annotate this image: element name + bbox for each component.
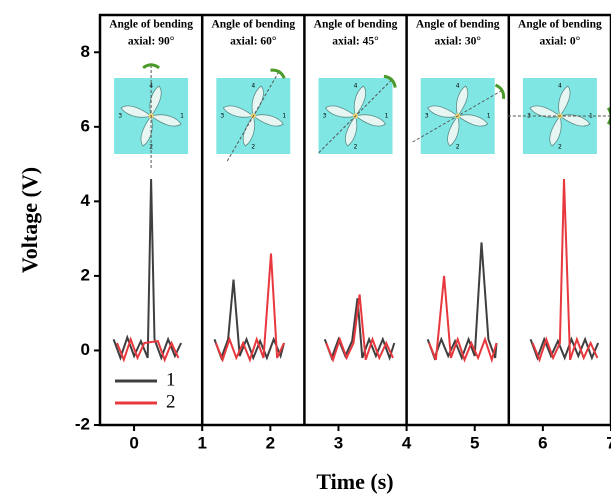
y-tick-label: -2 [75, 414, 90, 433]
bend-arrow [494, 83, 506, 100]
petal [353, 85, 367, 117]
petal-number: 4 [456, 83, 460, 90]
petal [549, 115, 562, 147]
bending-axis [412, 89, 503, 143]
x-tick-label: 4 [402, 433, 412, 452]
panel-title: Angle of bending [314, 19, 398, 31]
petal-number: 2 [558, 144, 562, 151]
bend-arrow [606, 107, 611, 125]
petal [559, 114, 591, 127]
bending-axis [226, 70, 280, 162]
petal [150, 114, 182, 127]
petal [456, 114, 489, 127]
petal-number: 4 [251, 83, 255, 90]
petal [354, 114, 387, 127]
x-axis-title: Time (s) [316, 469, 393, 494]
panel-label: axial: 60° [230, 36, 277, 48]
petal [149, 85, 162, 117]
petal-number: 3 [220, 113, 224, 120]
panel-label: axial: 90° [128, 36, 175, 48]
petal [558, 85, 571, 117]
x-tick-label: 2 [266, 433, 275, 452]
y-tick-label: 8 [81, 42, 90, 61]
petal-number: 2 [354, 144, 358, 151]
bend-arrow [383, 74, 397, 88]
petal-number: 2 [456, 144, 460, 151]
panel-label: axial: 45° [332, 36, 379, 48]
petal [447, 115, 460, 147]
petal [222, 105, 255, 118]
petal [140, 115, 153, 147]
petal [427, 105, 459, 118]
x-tick-label: 1 [197, 433, 206, 452]
panel-label: axial: 0° [540, 36, 581, 48]
petal-number: 4 [558, 83, 562, 90]
bend-arrow [142, 63, 160, 70]
panel-title: Angle of bending [518, 19, 602, 31]
petal [252, 114, 284, 127]
flower: 4 1 2 3 [220, 83, 286, 151]
series-line [112, 178, 600, 362]
petal-number: 4 [354, 83, 358, 90]
x-tick-label: 0 [129, 433, 138, 452]
y-tick-label: 4 [81, 191, 91, 210]
y-tick-label: 6 [81, 116, 90, 135]
petal [324, 105, 357, 118]
petal-number: 1 [180, 113, 184, 120]
petal-number: 3 [118, 113, 122, 120]
x-tick-label: 5 [470, 433, 479, 452]
bend-arrow [270, 68, 286, 79]
panel-label: axial: 30° [434, 36, 481, 48]
petal [120, 105, 152, 118]
y-axis-title: Voltage (V) [17, 167, 42, 273]
series-line [116, 178, 599, 364]
legend-label: 1 [166, 369, 176, 390]
petal-number: 3 [425, 113, 429, 120]
petal-number: 3 [323, 113, 327, 120]
y-tick-label: 0 [81, 340, 90, 359]
petal-number: 1 [282, 113, 286, 120]
petal [344, 115, 358, 147]
petal [529, 105, 561, 118]
petal-number: 2 [251, 144, 255, 151]
panel-title: Angle of bending [109, 19, 193, 31]
flower: 4 1 2 3 [323, 83, 389, 151]
x-tick-label: 7 [606, 433, 611, 452]
petal-number: 1 [589, 113, 593, 120]
plot-frame [98, 13, 611, 427]
flower: 4 1 2 3 [425, 83, 491, 151]
bending-axis [318, 78, 393, 154]
y-tick-label: 2 [81, 265, 90, 284]
x-tick-label: 6 [538, 433, 547, 452]
x-tick-label: 3 [334, 433, 343, 452]
legend-label: 2 [166, 391, 176, 412]
panel-title: Angle of bending [211, 19, 295, 31]
panel-title: Angle of bending [416, 19, 500, 31]
petal [456, 85, 469, 117]
petal-number: 1 [487, 113, 491, 120]
petal-number: 1 [385, 113, 389, 120]
